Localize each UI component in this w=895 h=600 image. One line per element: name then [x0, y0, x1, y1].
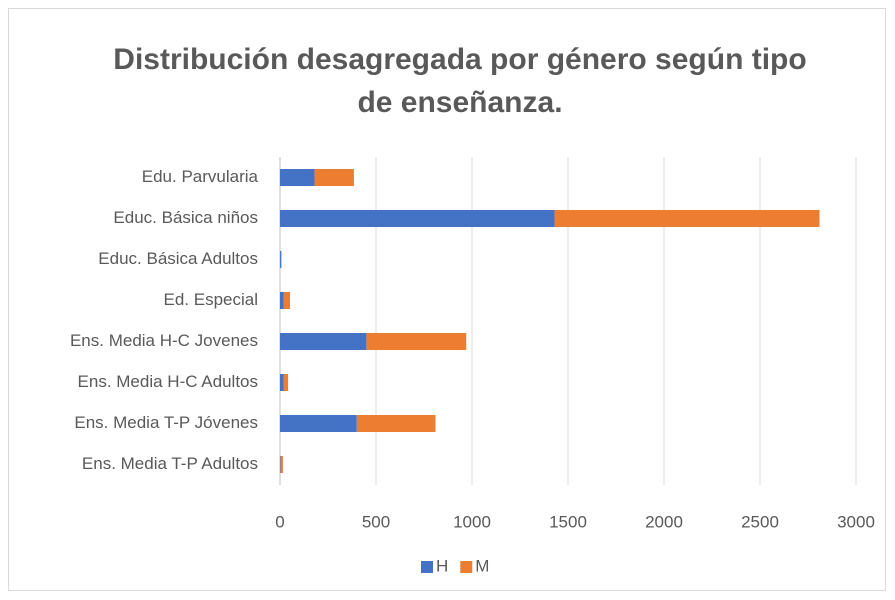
x-tick-label: 500 — [362, 512, 390, 531]
x-tick-label: 1500 — [549, 512, 587, 531]
bar-segment — [554, 210, 820, 227]
bar-segment — [283, 374, 289, 391]
y-tick-label: Ens. Media T-P Adultos — [82, 454, 258, 473]
bar-segment — [280, 251, 282, 268]
y-tick-label: Ens. Media H-C Adultos — [78, 372, 258, 391]
bar-segment — [366, 333, 467, 350]
x-tick-label: 3000 — [837, 512, 875, 531]
bar-segment — [280, 210, 555, 227]
y-tick-label: Educ. Básica niños — [113, 208, 258, 227]
bar-segment — [280, 169, 315, 186]
y-tick-label: Ens. Media T-P Jóvenes — [74, 413, 258, 432]
y-tick-label: Ens. Media H-C Jovenes — [70, 331, 258, 350]
x-tick-label: 2000 — [645, 512, 683, 531]
bar-segment — [280, 456, 283, 473]
chart-title: Distribución desagregada por género segú… — [113, 43, 807, 119]
bar-segment — [314, 169, 354, 186]
legend-label: H — [436, 556, 448, 575]
bar-segment — [280, 292, 284, 309]
y-tick-label: Educ. Básica Adultos — [98, 249, 258, 268]
bar-segment — [356, 415, 436, 432]
bar-segment — [280, 415, 357, 432]
x-tick-label: 2500 — [741, 512, 779, 531]
y-tick-label: Ed. Especial — [164, 290, 259, 309]
legend-label: M — [475, 556, 489, 575]
bar-segment — [283, 292, 290, 309]
y-tick-label: Edu. Parvularia — [142, 167, 259, 186]
legend-swatch — [421, 561, 433, 573]
bar-segment — [280, 251, 281, 268]
bar-segment — [280, 333, 367, 350]
legend-swatch — [460, 561, 473, 573]
x-tick-label: 0 — [275, 512, 284, 531]
x-tick-label: 1000 — [453, 512, 491, 531]
chart-border — [8, 8, 886, 591]
bar-segment — [280, 374, 284, 391]
bar-segment — [280, 456, 281, 473]
